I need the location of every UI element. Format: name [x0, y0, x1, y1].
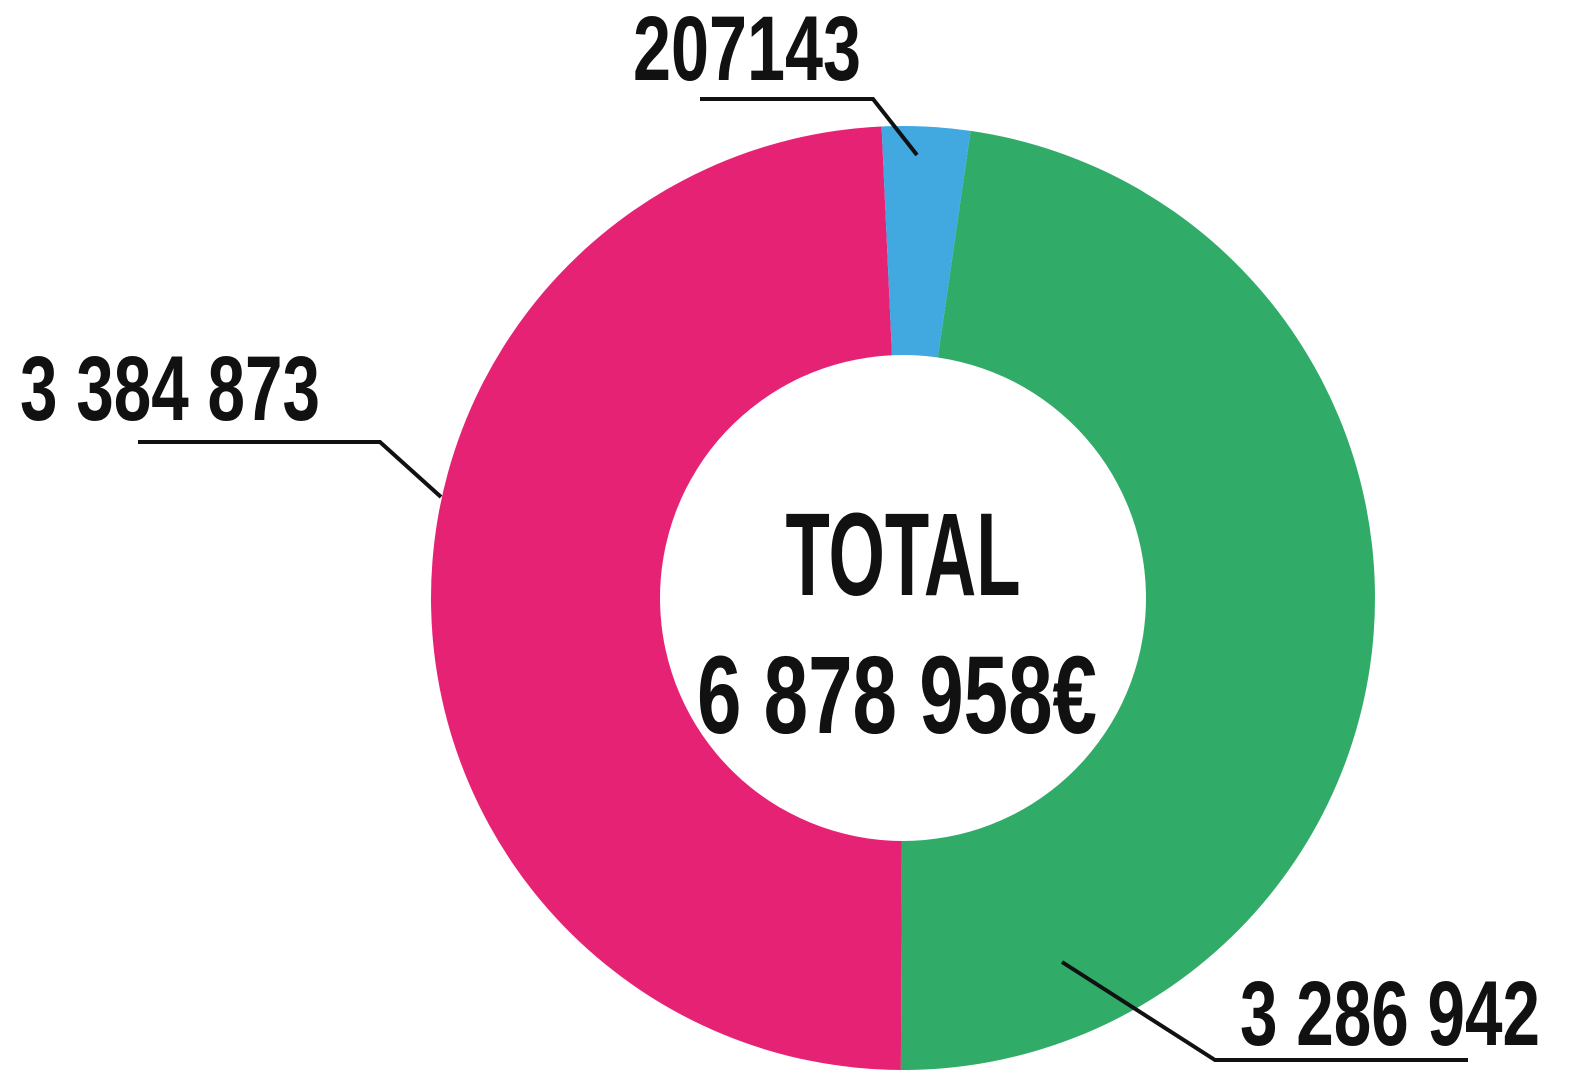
center-title: TOTAL: [786, 489, 1021, 621]
center-label: 6 878 958€: [697, 634, 1097, 757]
leader-line: [700, 97, 919, 157]
value-label: 207143: [633, 0, 861, 100]
value-label: 3 384 873: [20, 338, 320, 440]
donut-slice: [430, 126, 902, 1070]
leader-line: [1060, 960, 1468, 1062]
donut-slice: [881, 126, 971, 358]
value-label: 3 286 942: [1240, 963, 1540, 1065]
leader-line: [138, 440, 443, 499]
donut-slice: [900, 130, 1376, 1070]
